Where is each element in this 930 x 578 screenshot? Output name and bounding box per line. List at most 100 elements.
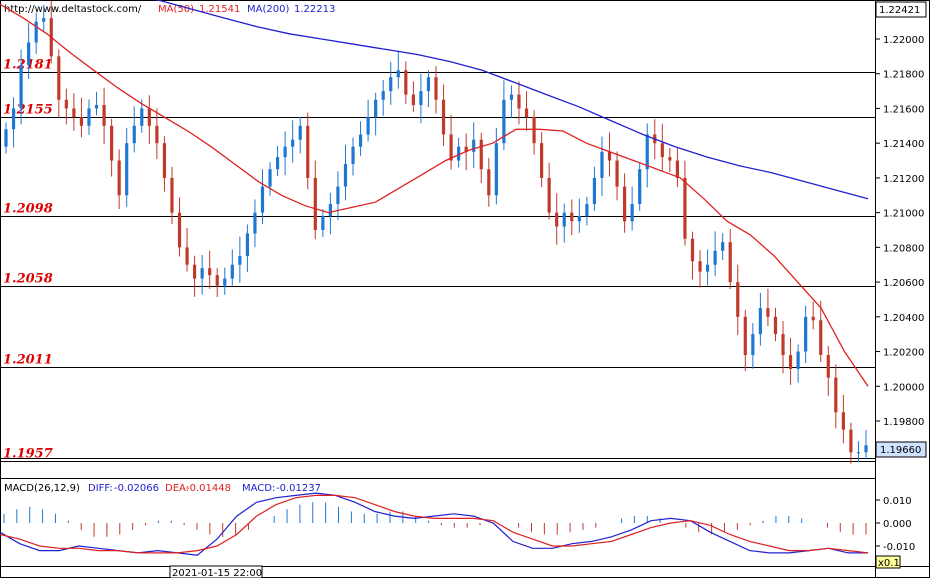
level-label: 1.2058: [3, 272, 53, 287]
macd-dea-line: [0, 494, 869, 554]
ma200-label: MA(200): [247, 4, 289, 15]
candle-bear: [773, 316, 778, 335]
candle-bull: [638, 169, 642, 204]
candle-bear: [766, 308, 770, 317]
ma200-line: [153, 0, 869, 200]
candle-bear: [781, 334, 785, 356]
candle-bull: [260, 186, 265, 213]
candle-bull: [200, 268, 204, 279]
macd-tick-label: 0.010: [883, 496, 912, 507]
candle-bull: [494, 143, 498, 196]
candle-bull: [358, 134, 363, 147]
candle-bull: [577, 216, 581, 222]
candle-bull: [125, 143, 129, 196]
dea-label: DEA:: [165, 483, 189, 494]
candle-bull: [804, 316, 808, 352]
candle-bull: [758, 308, 762, 335]
diff-value: -0.02066: [114, 483, 159, 494]
candle-bull: [751, 334, 755, 356]
candle-bear: [79, 117, 84, 126]
top-price-value: 1.22421: [879, 5, 920, 16]
macd-histogram: [3, 502, 867, 537]
price-tick-label: 1.20000: [883, 382, 924, 393]
candle-bull: [381, 91, 385, 100]
price-tick-label: 1.20200: [883, 348, 924, 359]
candle-bear: [615, 160, 619, 187]
price-tick-label: 1.20800: [883, 243, 924, 254]
candle-bear: [675, 160, 680, 178]
candle-bear: [532, 117, 536, 144]
candle-bull: [238, 256, 242, 265]
candle-bear: [690, 238, 695, 262]
candle-bull: [245, 233, 250, 257]
candle-bull: [592, 177, 597, 204]
price-tick-label: 1.21600: [883, 104, 924, 115]
candle-bull: [283, 146, 287, 158]
candle-bear: [147, 108, 151, 126]
candle-bear: [215, 275, 219, 286]
price-tick-label: 1.21200: [883, 174, 924, 185]
level-label: 1.2011: [3, 353, 53, 368]
candle-bull: [94, 104, 99, 109]
candle-bull: [721, 242, 725, 251]
candle-bull: [705, 264, 710, 272]
candle-bear: [185, 247, 189, 265]
candle-bull: [630, 203, 634, 222]
price-tick-label: 1.22000: [883, 35, 924, 46]
candle-bull: [351, 146, 355, 165]
candle-bear: [834, 377, 838, 413]
candle-bull: [27, 42, 31, 66]
candle-bear: [464, 146, 468, 152]
candlesticks: [4, 0, 868, 464]
level-label: 1.1957: [3, 447, 53, 462]
candle-bull: [343, 164, 348, 187]
candle-bull: [374, 99, 378, 118]
candle-bear: [743, 316, 747, 356]
macd-tick-label: 0.000: [883, 519, 912, 530]
candle-bull: [11, 108, 16, 130]
candle-bear: [607, 151, 612, 161]
candle-bull: [457, 146, 461, 161]
dea-value: -0.01448: [186, 483, 231, 494]
candle-bear: [811, 316, 815, 321]
candle-bull: [34, 21, 38, 43]
candle-bear: [819, 320, 823, 356]
candle-bull: [132, 125, 136, 144]
candle-bull: [275, 157, 280, 170]
candle-bull: [328, 203, 332, 217]
macd-axis-ticks: 0.010 0.000 -0.010: [875, 496, 915, 553]
price-tick-label: 1.21000: [883, 209, 924, 220]
candle-bear: [404, 70, 408, 95]
candle-bear: [177, 212, 182, 248]
candle-bull: [713, 250, 717, 265]
level-label: 1.2155: [3, 103, 53, 118]
macd-title: MACD(26,12,9): [4, 483, 80, 494]
candle-bear: [788, 355, 793, 369]
candle-bear: [57, 56, 61, 100]
ma50-label: MA(50): [158, 4, 194, 15]
candle-bull: [253, 212, 257, 234]
candle-bull: [419, 91, 423, 105]
candle-bear: [117, 160, 121, 196]
candle-bull: [140, 108, 144, 126]
source-url: http://www.deltastock.com/: [4, 4, 142, 15]
candle-bull: [19, 65, 23, 109]
candle-bull: [298, 125, 302, 140]
price-tick-label: 1.21400: [883, 139, 924, 150]
price-tick-label: 1.20600: [883, 278, 924, 289]
candle-bear: [208, 268, 212, 276]
candle-bear: [517, 94, 521, 109]
candle-bull: [291, 139, 295, 147]
macd-value: -0.01237: [276, 483, 321, 494]
candle-bear: [102, 104, 106, 126]
candle-bull: [585, 203, 589, 217]
candle-bull: [864, 445, 868, 453]
candle-bull: [321, 216, 325, 230]
level-label: 1.2098: [3, 202, 53, 217]
candle-bear: [411, 94, 415, 105]
candle-bear: [698, 261, 702, 272]
current-price-tag: [875, 441, 927, 458]
candle-bear: [64, 99, 68, 109]
